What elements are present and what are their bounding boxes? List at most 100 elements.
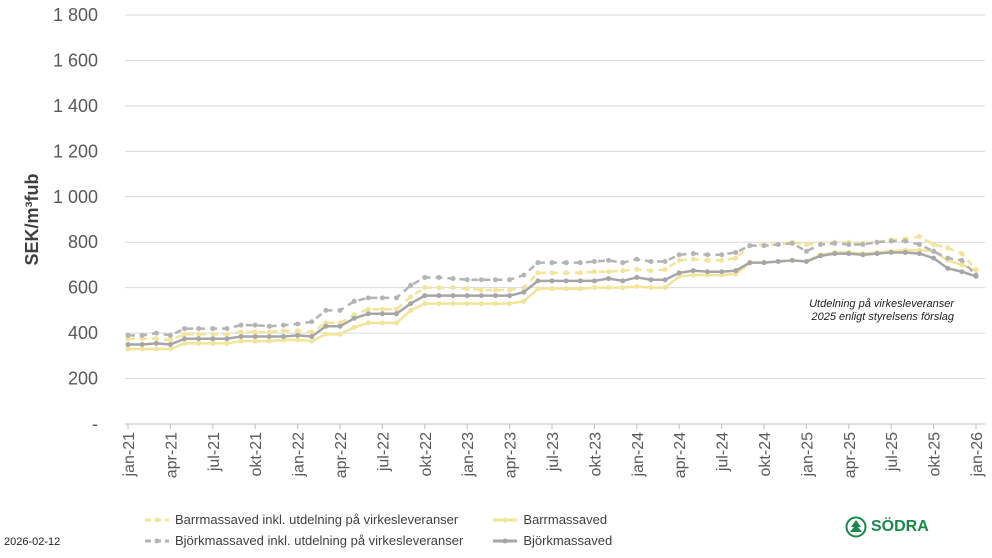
data-point bbox=[394, 311, 400, 317]
legend: Barrmassaved inkl. utdelning på virkesle… bbox=[145, 512, 612, 548]
data-point bbox=[945, 245, 951, 251]
data-point bbox=[252, 338, 258, 344]
data-point bbox=[365, 311, 371, 317]
y-tick-label: 800 bbox=[68, 232, 98, 252]
x-tick-label: jan-23 bbox=[460, 432, 477, 478]
data-point bbox=[535, 286, 541, 292]
data-point bbox=[167, 337, 173, 343]
y-tick-label: 1 800 bbox=[53, 5, 98, 25]
data-point bbox=[860, 241, 866, 247]
data-point bbox=[549, 260, 555, 266]
data-point bbox=[846, 241, 852, 247]
data-point bbox=[323, 331, 329, 337]
annotation-line-2: 2025 enligt styrelsens förslag bbox=[811, 311, 954, 323]
data-point bbox=[224, 326, 230, 332]
data-point bbox=[153, 340, 159, 346]
data-point bbox=[521, 289, 527, 295]
y-axis-label: SEK/m³fub bbox=[22, 174, 42, 266]
legend-item: Barrmassaved bbox=[493, 512, 612, 527]
data-point bbox=[676, 252, 682, 258]
data-point bbox=[182, 326, 188, 332]
data-point bbox=[620, 260, 626, 266]
data-point bbox=[379, 306, 385, 312]
data-point bbox=[408, 294, 414, 300]
data-point bbox=[365, 320, 371, 326]
data-point bbox=[690, 272, 696, 278]
x-tick-label: jul-22 bbox=[375, 432, 392, 472]
x-tick-label: apr-25 bbox=[842, 432, 859, 478]
y-tick-label: 1 600 bbox=[53, 50, 98, 70]
data-point bbox=[478, 301, 484, 307]
data-point bbox=[902, 249, 908, 255]
data-point bbox=[719, 269, 725, 275]
data-point bbox=[238, 329, 244, 335]
y-tick-label: 600 bbox=[68, 278, 98, 298]
y-tick-label: 1 000 bbox=[53, 187, 98, 207]
data-point bbox=[139, 341, 145, 347]
data-point bbox=[521, 272, 527, 278]
data-point bbox=[818, 253, 824, 259]
data-point bbox=[535, 278, 541, 284]
data-point bbox=[931, 248, 937, 254]
data-point bbox=[803, 241, 809, 247]
data-point bbox=[733, 268, 739, 274]
tree-icon bbox=[845, 516, 867, 538]
data-point bbox=[535, 270, 541, 276]
data-point bbox=[662, 259, 668, 265]
data-point bbox=[973, 273, 979, 279]
data-point bbox=[224, 331, 230, 337]
legend-item: Barrmassaved inkl. utdelning på virkesle… bbox=[145, 512, 463, 527]
y-tick-label: - bbox=[92, 414, 98, 434]
x-tick-label: jul-25 bbox=[884, 432, 901, 472]
legend-item: Björkmassaved bbox=[493, 533, 612, 548]
x-tick-label: jul-23 bbox=[545, 432, 562, 472]
x-tick-label: jan-21 bbox=[121, 432, 138, 478]
data-point bbox=[394, 320, 400, 326]
data-point bbox=[464, 277, 470, 283]
data-point bbox=[323, 323, 329, 329]
data-point bbox=[408, 301, 414, 307]
data-point bbox=[266, 334, 272, 340]
data-point bbox=[436, 285, 442, 291]
data-point bbox=[139, 346, 145, 352]
data-point bbox=[690, 256, 696, 262]
data-point bbox=[676, 257, 682, 263]
data-point bbox=[549, 278, 555, 284]
data-point bbox=[775, 241, 781, 247]
data-point bbox=[337, 331, 343, 337]
data-point bbox=[139, 332, 145, 338]
data-point bbox=[224, 336, 230, 342]
data-point bbox=[690, 251, 696, 257]
legend-label: Björkmassaved bbox=[523, 533, 613, 548]
data-point bbox=[295, 321, 301, 327]
data-point bbox=[634, 284, 640, 290]
data-point bbox=[295, 328, 301, 334]
data-point bbox=[266, 338, 272, 344]
data-point bbox=[832, 251, 838, 257]
legend-label: Björkmassaved inkl. utdelning på virkesl… bbox=[175, 533, 464, 548]
data-point bbox=[450, 301, 456, 307]
data-point bbox=[351, 298, 357, 304]
data-point bbox=[704, 269, 710, 275]
x-tick-label: apr-21 bbox=[163, 432, 180, 478]
x-tick-label: apr-22 bbox=[333, 432, 350, 478]
data-point bbox=[803, 248, 809, 254]
data-point bbox=[210, 340, 216, 346]
data-point bbox=[634, 274, 640, 280]
data-point bbox=[196, 340, 202, 346]
data-point bbox=[719, 252, 725, 258]
data-point bbox=[704, 257, 710, 263]
data-point bbox=[422, 274, 428, 280]
data-point bbox=[606, 285, 612, 291]
data-point bbox=[238, 322, 244, 328]
data-point bbox=[676, 270, 682, 276]
data-point bbox=[648, 277, 654, 283]
data-point bbox=[507, 277, 513, 283]
y-tick-label: 400 bbox=[68, 323, 98, 343]
data-point bbox=[196, 336, 202, 342]
data-point bbox=[761, 243, 767, 249]
data-point bbox=[719, 257, 725, 263]
data-point bbox=[153, 330, 159, 336]
data-point bbox=[733, 249, 739, 255]
